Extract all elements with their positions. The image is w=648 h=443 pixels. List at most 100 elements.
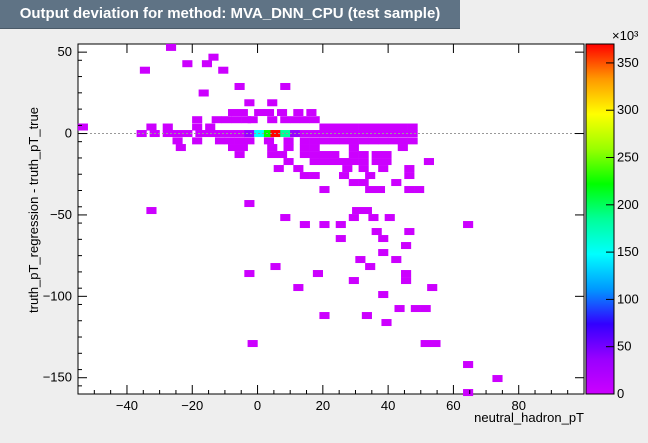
histogram-cell xyxy=(192,137,203,145)
histogram-cell xyxy=(348,214,359,222)
histogram-cell xyxy=(358,137,369,145)
histogram-cell xyxy=(348,158,359,166)
histogram-cell xyxy=(312,270,324,278)
histogram-cell xyxy=(247,340,258,348)
colorbar xyxy=(585,43,615,395)
histogram-cell xyxy=(263,130,275,138)
histogram-cell xyxy=(299,151,310,159)
histogram-cell xyxy=(283,158,294,166)
histogram-cell xyxy=(348,130,359,138)
histogram-cell xyxy=(237,109,248,117)
histogram-cell xyxy=(267,151,278,159)
histogram-cell xyxy=(391,256,402,264)
y-tick-label: −50 xyxy=(50,207,72,222)
histogram-cell xyxy=(299,221,310,229)
histogram-cell xyxy=(201,60,213,68)
histogram-cell xyxy=(381,158,392,166)
histogram-cell xyxy=(283,137,294,145)
histogram-cell xyxy=(391,179,402,187)
histogram-cell xyxy=(319,312,330,320)
histogram-cell xyxy=(352,207,363,215)
histogram-cell xyxy=(463,221,474,229)
histogram-cell xyxy=(290,116,301,124)
histogram-cell xyxy=(365,172,376,180)
histogram-cell xyxy=(263,109,275,117)
colorbar-tick-label: 0 xyxy=(617,386,624,401)
histogram-cell xyxy=(394,305,405,313)
histogram-cell xyxy=(378,235,389,243)
x-tick-label: 40 xyxy=(381,398,395,413)
histogram-cell xyxy=(378,137,389,145)
histogram-cell xyxy=(136,130,147,138)
histogram-cell xyxy=(371,151,382,159)
histogram-cell xyxy=(293,109,304,117)
histogram-cell xyxy=(293,284,304,292)
histogram-cell xyxy=(309,137,320,145)
histogram-cell xyxy=(338,137,350,145)
histogram-cell xyxy=(414,186,425,194)
histogram-cell xyxy=(231,116,242,124)
colorbar-multiplier: ×10³ xyxy=(612,28,639,43)
histogram-cell xyxy=(368,130,379,138)
histogram-cell xyxy=(397,137,408,145)
histogram-cell xyxy=(247,116,258,124)
x-tick-label: −20 xyxy=(181,398,203,413)
chart-title: Output deviation for method: MVA_DNN_CPU… xyxy=(0,0,460,29)
histogram-cell xyxy=(338,130,350,138)
histogram-cell xyxy=(244,130,255,138)
histogram-cell xyxy=(146,207,157,215)
histogram-cell xyxy=(420,340,431,348)
histogram-cell xyxy=(348,277,359,285)
histogram-cell xyxy=(214,130,226,138)
histogram-cell xyxy=(319,221,330,229)
histogram-cell xyxy=(365,263,376,271)
histogram-cell xyxy=(280,130,291,138)
histogram-cell xyxy=(299,137,310,145)
histogram-cell xyxy=(371,228,382,236)
y-tick-label: 50 xyxy=(58,44,72,59)
histogram-cell xyxy=(329,137,340,145)
histogram-cell xyxy=(358,151,369,159)
histogram-cell xyxy=(404,172,415,180)
x-axis-label: neutral_hadron_pT xyxy=(474,410,584,425)
histogram-cell xyxy=(192,116,203,124)
histogram-cell xyxy=(430,340,441,348)
histogram-cell xyxy=(182,60,193,68)
histogram-cell xyxy=(172,137,183,145)
histogram-cell xyxy=(387,137,399,145)
histogram-cell xyxy=(368,137,379,145)
histogram-cell xyxy=(361,207,372,215)
histogram-cell xyxy=(338,123,350,131)
x-tick-label: 60 xyxy=(446,398,460,413)
histogram-cell xyxy=(208,53,219,61)
histogram-cell xyxy=(270,263,281,271)
histogram-cell xyxy=(299,130,310,138)
x-axis: −40 −20 0 20 40 60 80 xyxy=(93,44,569,413)
histogram-cell xyxy=(224,137,235,145)
histogram-cell xyxy=(192,123,203,131)
y-axis-label: truth_pT_regression - truth_pT_true xyxy=(26,107,41,313)
histogram-cell xyxy=(348,137,359,145)
histogram-cell xyxy=(267,144,278,152)
histogram-cell xyxy=(329,123,340,131)
colorbar-tick-label: 100 xyxy=(617,291,639,306)
histogram-cell xyxy=(401,277,412,285)
colorbar-tick-label: 50 xyxy=(617,339,631,354)
histogram-cell xyxy=(348,179,359,187)
y-tick-label: −150 xyxy=(43,370,72,385)
histogram-cell xyxy=(361,312,372,320)
histogram-cell xyxy=(267,99,278,107)
histogram-cell xyxy=(280,116,291,124)
histogram-cell xyxy=(329,151,340,159)
histogram-cell xyxy=(309,116,320,124)
histogram-cell xyxy=(348,123,359,131)
histogram-cell xyxy=(244,99,255,107)
y-tick-label: 0 xyxy=(65,126,72,141)
histogram-cell xyxy=(309,144,320,152)
histogram-cell xyxy=(319,123,330,131)
histogram-cell xyxy=(335,221,346,229)
histogram-cell xyxy=(338,158,350,166)
histogram-cell xyxy=(397,144,408,152)
histogram-cell xyxy=(420,305,431,313)
histogram-cell xyxy=(244,200,255,208)
